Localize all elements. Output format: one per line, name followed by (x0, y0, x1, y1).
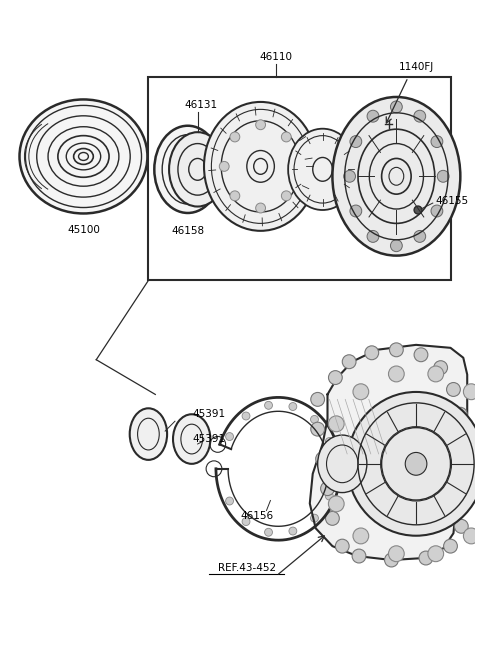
Circle shape (289, 403, 297, 411)
Circle shape (316, 452, 329, 466)
Circle shape (458, 462, 472, 476)
Ellipse shape (333, 97, 460, 255)
Ellipse shape (318, 435, 367, 493)
Circle shape (219, 161, 229, 172)
Text: 1140FJ: 1140FJ (398, 62, 434, 72)
Circle shape (431, 205, 443, 217)
Ellipse shape (130, 408, 167, 460)
Circle shape (463, 528, 479, 544)
Circle shape (242, 412, 250, 420)
Circle shape (325, 438, 333, 445)
Circle shape (289, 527, 297, 535)
Circle shape (414, 348, 428, 362)
Circle shape (444, 539, 457, 553)
Circle shape (353, 528, 369, 544)
Circle shape (226, 497, 233, 505)
Circle shape (325, 492, 333, 500)
Circle shape (353, 384, 369, 400)
Ellipse shape (384, 120, 393, 128)
Circle shape (281, 191, 291, 201)
Circle shape (311, 422, 324, 436)
Circle shape (342, 355, 356, 369)
Circle shape (344, 170, 356, 182)
Circle shape (230, 191, 240, 201)
Circle shape (352, 549, 366, 563)
Circle shape (389, 343, 403, 357)
Ellipse shape (169, 132, 226, 206)
Circle shape (256, 203, 265, 213)
Circle shape (388, 546, 404, 562)
Circle shape (458, 492, 472, 506)
Text: 46155: 46155 (436, 196, 469, 206)
Circle shape (384, 553, 398, 567)
Circle shape (414, 110, 426, 122)
Circle shape (365, 346, 379, 360)
Ellipse shape (154, 126, 221, 213)
Ellipse shape (288, 128, 357, 210)
Circle shape (336, 539, 349, 553)
Ellipse shape (347, 392, 480, 536)
Circle shape (463, 384, 479, 400)
Circle shape (388, 366, 404, 382)
Text: 46131: 46131 (185, 100, 218, 110)
Circle shape (446, 383, 460, 396)
Circle shape (281, 132, 291, 142)
Circle shape (311, 415, 318, 423)
Text: 46110: 46110 (260, 52, 293, 62)
Circle shape (414, 231, 426, 242)
Text: 45100: 45100 (67, 225, 100, 235)
Circle shape (431, 136, 443, 147)
Text: 46156: 46156 (240, 512, 273, 521)
Text: 45391: 45391 (193, 434, 226, 444)
Circle shape (328, 416, 344, 432)
Ellipse shape (405, 453, 427, 476)
Circle shape (434, 361, 447, 375)
Circle shape (390, 101, 402, 113)
Polygon shape (310, 345, 467, 560)
Text: REF.43-452: REF.43-452 (218, 563, 276, 573)
Circle shape (350, 205, 362, 217)
Text: 46158: 46158 (171, 226, 204, 236)
Circle shape (455, 519, 468, 533)
Ellipse shape (173, 414, 210, 464)
Circle shape (320, 456, 336, 472)
Circle shape (331, 465, 338, 473)
Circle shape (428, 366, 444, 382)
Circle shape (390, 240, 402, 252)
Circle shape (456, 432, 470, 446)
Circle shape (428, 546, 444, 562)
Circle shape (311, 392, 324, 406)
Circle shape (328, 496, 344, 512)
Circle shape (311, 514, 318, 522)
Circle shape (256, 120, 265, 130)
Circle shape (325, 512, 339, 525)
Circle shape (292, 161, 302, 172)
Circle shape (437, 170, 449, 182)
Ellipse shape (20, 100, 147, 214)
Circle shape (264, 529, 273, 536)
Circle shape (367, 110, 379, 122)
Text: 45391: 45391 (193, 409, 226, 419)
Circle shape (350, 136, 362, 147)
Ellipse shape (204, 102, 317, 231)
Circle shape (226, 432, 233, 441)
Circle shape (321, 481, 335, 496)
Circle shape (414, 206, 422, 214)
Circle shape (419, 551, 433, 565)
Circle shape (328, 371, 342, 384)
Bar (148, 77, 452, 280)
Circle shape (264, 402, 273, 409)
Circle shape (242, 517, 250, 525)
Circle shape (230, 132, 240, 142)
Circle shape (367, 231, 379, 242)
Circle shape (454, 407, 467, 421)
